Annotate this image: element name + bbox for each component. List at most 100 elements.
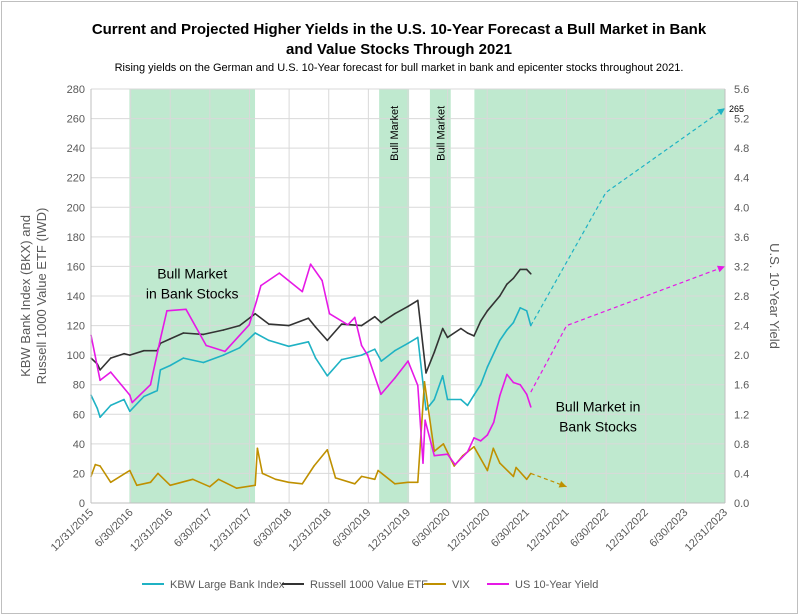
x-tick-label: 12/31/2022 bbox=[603, 507, 650, 554]
y-right-tick-label: 1.2 bbox=[734, 409, 749, 421]
data-point bbox=[157, 472, 159, 475]
data-point bbox=[422, 462, 424, 464]
data-point bbox=[131, 401, 133, 404]
chart-title-line-1: Current and Projected Higher Yields in t… bbox=[91, 21, 707, 38]
series-line bbox=[90, 307, 532, 418]
data-point bbox=[512, 321, 515, 324]
data-point bbox=[307, 317, 310, 320]
data-point bbox=[394, 312, 396, 315]
y-left-tick-label: 220 bbox=[67, 173, 85, 185]
data-point bbox=[512, 381, 515, 384]
data-point bbox=[192, 478, 194, 481]
data-point bbox=[512, 277, 515, 280]
data-point bbox=[129, 354, 131, 356]
data-point bbox=[466, 332, 469, 334]
data-point bbox=[143, 395, 145, 398]
y-right-tick-label: 0.4 bbox=[734, 468, 749, 480]
data-point bbox=[254, 332, 256, 334]
data-point bbox=[374, 348, 376, 351]
data-point bbox=[506, 329, 508, 331]
data-point bbox=[314, 326, 317, 328]
data-point bbox=[466, 451, 469, 453]
data-point bbox=[202, 361, 205, 364]
y-right-tick-label: 4.4 bbox=[734, 173, 749, 185]
data-point bbox=[166, 310, 168, 312]
legend-entry: VIX bbox=[452, 579, 470, 591]
x-tick-label: 12/31/2020 bbox=[445, 507, 492, 554]
data-point bbox=[525, 268, 528, 271]
data-point bbox=[222, 329, 225, 331]
data-point bbox=[309, 263, 312, 266]
data-point bbox=[169, 338, 171, 340]
data-point bbox=[486, 366, 489, 368]
data-point bbox=[261, 472, 264, 475]
data-point bbox=[123, 398, 125, 401]
data-point bbox=[530, 273, 532, 275]
projection-arrowhead bbox=[717, 108, 725, 116]
data-point bbox=[301, 290, 304, 293]
data-point bbox=[254, 312, 256, 315]
bull-market-label-line-2: in Bank Stocks bbox=[146, 285, 239, 301]
data-point bbox=[417, 299, 419, 302]
bull-market-label-line-1: Bull Market bbox=[157, 265, 227, 281]
data-point bbox=[354, 316, 356, 319]
data-point bbox=[466, 404, 469, 407]
data-point bbox=[454, 463, 456, 466]
data-point bbox=[442, 443, 445, 445]
data-point bbox=[360, 354, 363, 356]
data-point bbox=[222, 354, 225, 356]
data-point bbox=[109, 371, 112, 373]
y-left-tick-label: 100 bbox=[67, 350, 85, 362]
data-point bbox=[287, 324, 290, 327]
x-tick-label: 12/31/2023 bbox=[683, 507, 730, 554]
data-point bbox=[417, 336, 419, 339]
bull-market-label-line-1: Bull Market in bbox=[556, 398, 641, 414]
data-point bbox=[136, 484, 138, 487]
data-point bbox=[326, 449, 329, 451]
data-point bbox=[394, 349, 396, 352]
x-tick-label: 12/31/2021 bbox=[524, 507, 571, 554]
data-point bbox=[499, 295, 501, 297]
y-left-tick-label: 160 bbox=[67, 261, 85, 273]
data-point bbox=[185, 308, 187, 311]
data-point bbox=[307, 341, 310, 343]
x-tick-label: 12/31/2015 bbox=[49, 507, 96, 554]
data-point bbox=[235, 487, 238, 490]
data-point bbox=[506, 283, 508, 286]
data-point bbox=[407, 342, 409, 345]
y-left-title-line-2: Russell 1000 Value ETF (IWD) bbox=[34, 208, 49, 385]
projection-line bbox=[530, 107, 726, 326]
data-point bbox=[380, 360, 383, 362]
data-point bbox=[99, 369, 101, 371]
data-point bbox=[354, 483, 356, 485]
data-point bbox=[274, 478, 277, 481]
data-point bbox=[407, 481, 409, 484]
data-point bbox=[224, 350, 226, 353]
data-point bbox=[202, 333, 205, 336]
data-point bbox=[208, 485, 211, 488]
data-point bbox=[314, 357, 317, 359]
data-point bbox=[486, 310, 489, 312]
x-tick-label: 12/31/2017 bbox=[207, 507, 254, 554]
data-point bbox=[407, 305, 409, 308]
data-point bbox=[156, 389, 158, 392]
data-point bbox=[479, 440, 482, 442]
data-point bbox=[169, 364, 171, 367]
data-point bbox=[360, 344, 363, 347]
data-point bbox=[149, 383, 152, 386]
data-point bbox=[366, 354, 369, 356]
data-point bbox=[525, 478, 528, 481]
data-point bbox=[377, 469, 379, 472]
y-left-tick-label: 20 bbox=[73, 468, 85, 480]
y-left-tick-label: 140 bbox=[67, 291, 85, 303]
data-point bbox=[425, 372, 427, 374]
data-point bbox=[530, 406, 532, 408]
projection-arrowhead bbox=[717, 265, 725, 273]
y-left-tick-label: 180 bbox=[67, 232, 85, 244]
x-tick-label: 12/31/2019 bbox=[366, 507, 413, 554]
y-right-tick-label: 3.6 bbox=[734, 232, 749, 244]
data-point bbox=[441, 327, 444, 330]
data-point bbox=[479, 320, 482, 322]
data-point bbox=[460, 327, 462, 330]
y-left-tick-label: 200 bbox=[67, 202, 85, 214]
